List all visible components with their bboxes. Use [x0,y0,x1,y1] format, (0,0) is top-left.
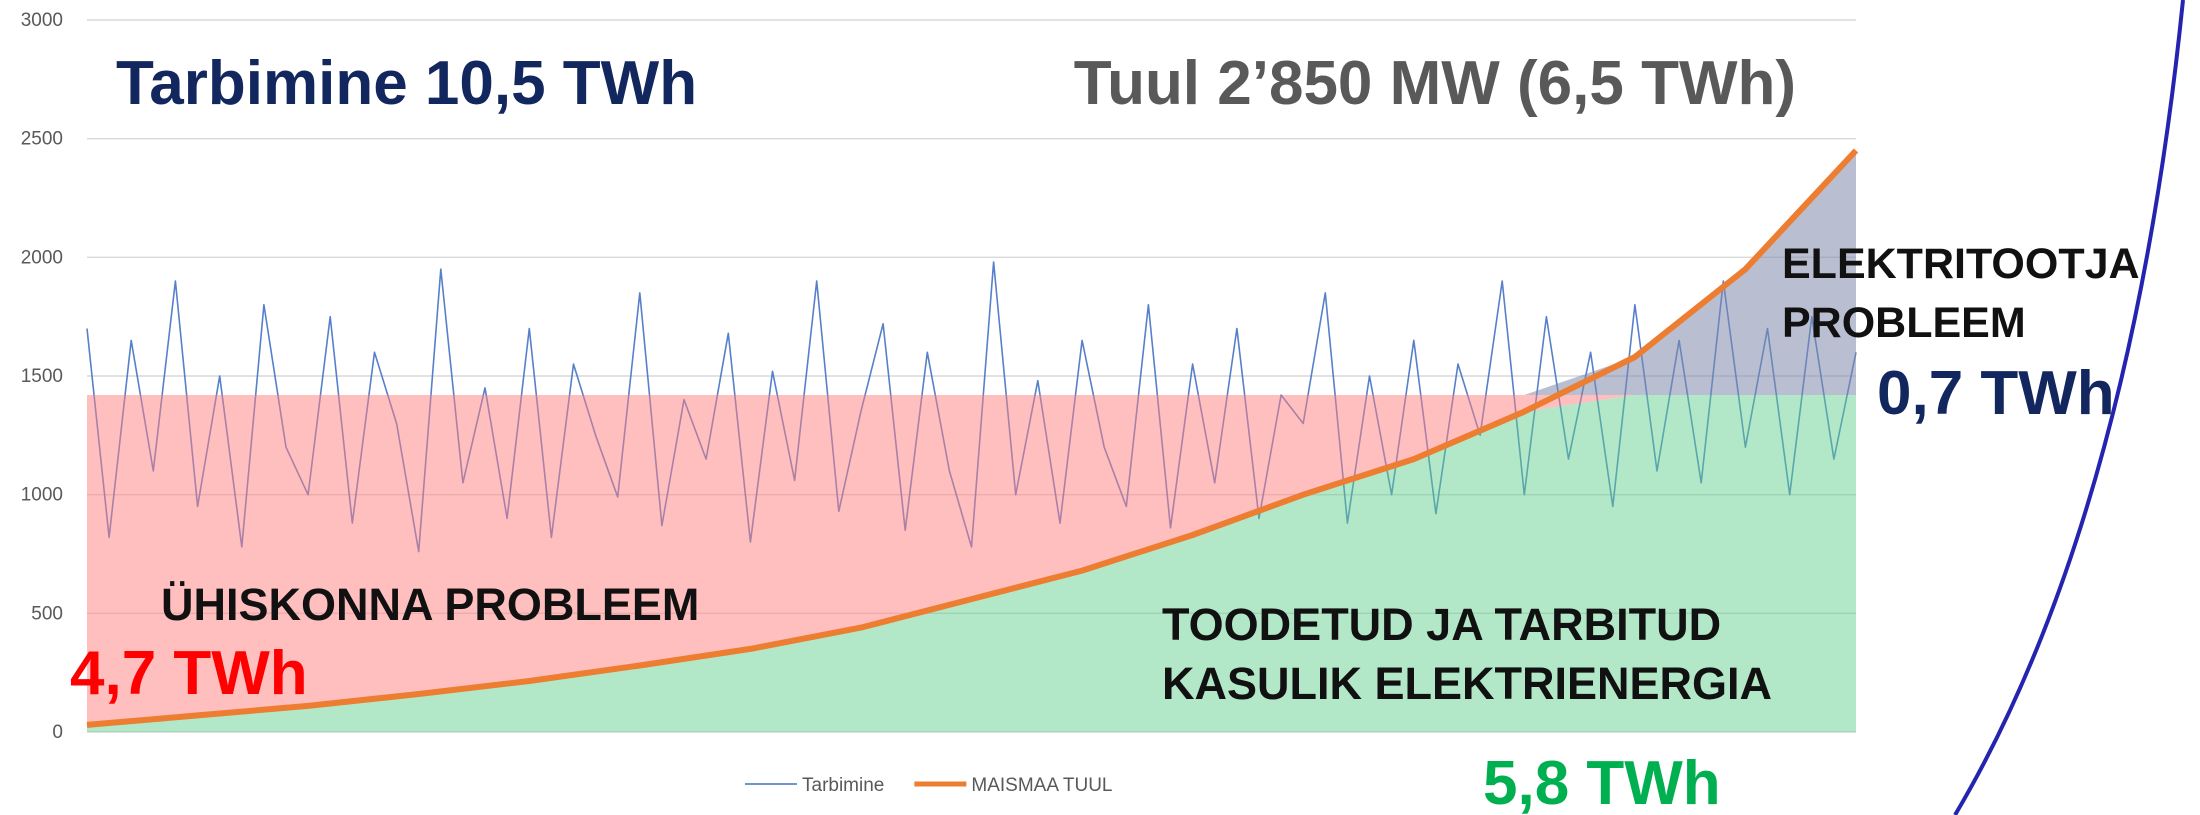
producer-line: PROBLEEM [1782,299,2026,347]
y-tick-label: 2500 [21,129,63,150]
useful-area [87,395,1856,732]
legend: Tarbimine MAISMAA TUUL [745,775,1113,796]
y-tick-label: 2000 [21,247,63,268]
wind-label: Tuul 2’850 MW (6,5 TWh) [1074,49,1796,118]
producer-line: ELEKTRITOOTJA [1782,240,2140,288]
useful-line: TOODETUD JA TARBITUD [1162,599,1721,650]
legend-label: MAISMAA TUUL [971,775,1112,796]
surplus-area [87,150,1856,395]
society-problem: ÜHISKONNA PROBLEEM [161,579,699,630]
y-tick-label: 500 [31,603,63,624]
y-tick-label: 0 [52,722,63,743]
society-value: 4,7 TWh [70,639,308,708]
useful-value: 5,8 TWh [1483,749,1721,815]
consumption-label: Tarbimine 10,5 TWh [116,49,697,118]
y-tick-label: 3000 [21,10,63,31]
useful-line: KASULIK ELEKTRIENERGIA [1162,658,1772,709]
producer-value: 0,7 TWh [1877,359,2115,428]
y-tick-label: 1500 [21,366,63,387]
marks [86,148,1859,732]
y-tick-label: 1000 [21,485,63,506]
legend-label: Tarbimine [802,775,884,796]
series-line [86,148,1859,728]
deficit-area [87,394,1856,725]
decor-arc [1953,0,2185,815]
